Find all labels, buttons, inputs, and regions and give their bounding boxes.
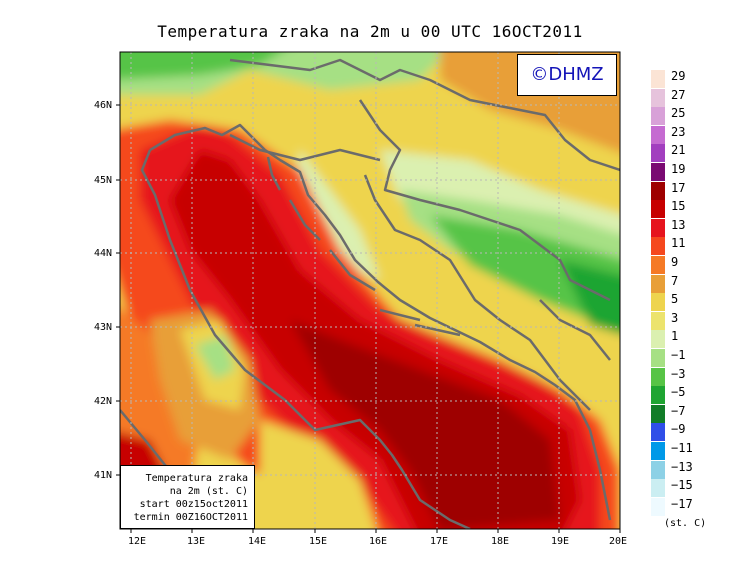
info-line-1: Temperatura zraka	[145, 473, 248, 484]
lon-label-16e: 16E	[369, 536, 388, 547]
legend-swatch	[651, 386, 665, 405]
legend-swatch	[651, 144, 665, 163]
lat-label-46n: 46N	[93, 100, 112, 111]
lat-label-42n: 42N	[93, 396, 112, 407]
legend-swatch	[651, 163, 665, 181]
legend-level-label: −5	[671, 385, 686, 400]
legend-swatch	[651, 256, 665, 274]
legend-level-label: 11	[671, 236, 686, 251]
chart-title: Temperatura zraka na 2m u 00 UTC 16OCT20…	[157, 22, 583, 41]
info-box: Temperatura zraka na 2m (st. C) start 00…	[120, 465, 255, 529]
lon-label-17e: 17E	[430, 536, 449, 547]
lat-label-44n: 44N	[93, 248, 112, 259]
legend-swatch	[651, 107, 665, 126]
legend-swatch	[651, 293, 665, 312]
lon-label-18e: 18E	[491, 536, 510, 547]
legend-swatch	[651, 367, 665, 386]
legend-level-label: 25	[671, 106, 686, 121]
info-line-3: start 00z15oct2011	[139, 499, 248, 510]
legend-swatch	[651, 274, 665, 293]
lon-label-20e: 20E	[609, 536, 628, 547]
dhmz-credit: ©DHMZ	[517, 54, 617, 96]
legend-level-label: 5	[671, 292, 679, 307]
legend-level-label: 19	[671, 162, 686, 176]
legend-swatch	[651, 349, 665, 367]
legend-level-label: −3	[671, 366, 686, 381]
info-line-2: na 2m (st. C)	[169, 486, 248, 497]
legend-level-label: 9	[671, 255, 679, 269]
legend-swatch	[651, 237, 665, 256]
legend-swatch	[651, 404, 665, 423]
legend-level-label: 23	[671, 124, 686, 139]
lon-label-12e: 12E	[128, 536, 147, 547]
legend-level-label: −7	[671, 403, 686, 418]
legend-level-label: 27	[671, 87, 686, 102]
legend-level-label: 1	[671, 329, 679, 344]
legend-swatch	[651, 311, 665, 330]
legend-level-label: −9	[671, 422, 686, 437]
legend-level-label: 29	[671, 69, 686, 83]
legend-level-label: −13	[671, 459, 693, 474]
legend-swatch	[651, 218, 665, 237]
legend-swatch	[651, 181, 665, 200]
legend-level-label: 15	[671, 199, 686, 214]
legend-level-label: 3	[671, 310, 679, 325]
legend-swatch	[651, 460, 665, 479]
lon-label-13e: 13E	[187, 536, 206, 547]
legend-swatch	[651, 70, 665, 88]
lon-label-15e: 15E	[309, 536, 328, 547]
info-line-4: termin 00Z16OCT2011	[133, 512, 248, 523]
legend-swatch	[651, 125, 665, 144]
lat-label-41n: 41N	[93, 470, 112, 481]
legend-level-label: −15	[671, 478, 693, 493]
lat-label-45n: 45N	[93, 175, 112, 186]
lon-label-14e: 14E	[248, 536, 267, 547]
legend-level-label: −11	[671, 441, 693, 455]
legend-level-label: −17	[671, 496, 693, 511]
lat-label-43n: 43N	[93, 322, 112, 333]
legend-swatch	[651, 423, 665, 442]
legend-swatch	[651, 497, 665, 516]
legend-level-label: 7	[671, 273, 679, 288]
legend-unit: (st. C)	[664, 518, 707, 529]
legend-level-label: 13	[671, 217, 686, 232]
legend-level-label: 21	[671, 143, 686, 158]
legend-swatch	[651, 330, 665, 349]
legend-level-label: 17	[671, 180, 686, 195]
legend-swatch	[651, 442, 665, 460]
legend-swatch	[651, 200, 665, 219]
legend-swatch	[651, 479, 665, 498]
lon-label-19e: 19E	[551, 536, 570, 547]
legend-swatch	[651, 88, 665, 107]
legend-level-label: −1	[671, 348, 686, 362]
